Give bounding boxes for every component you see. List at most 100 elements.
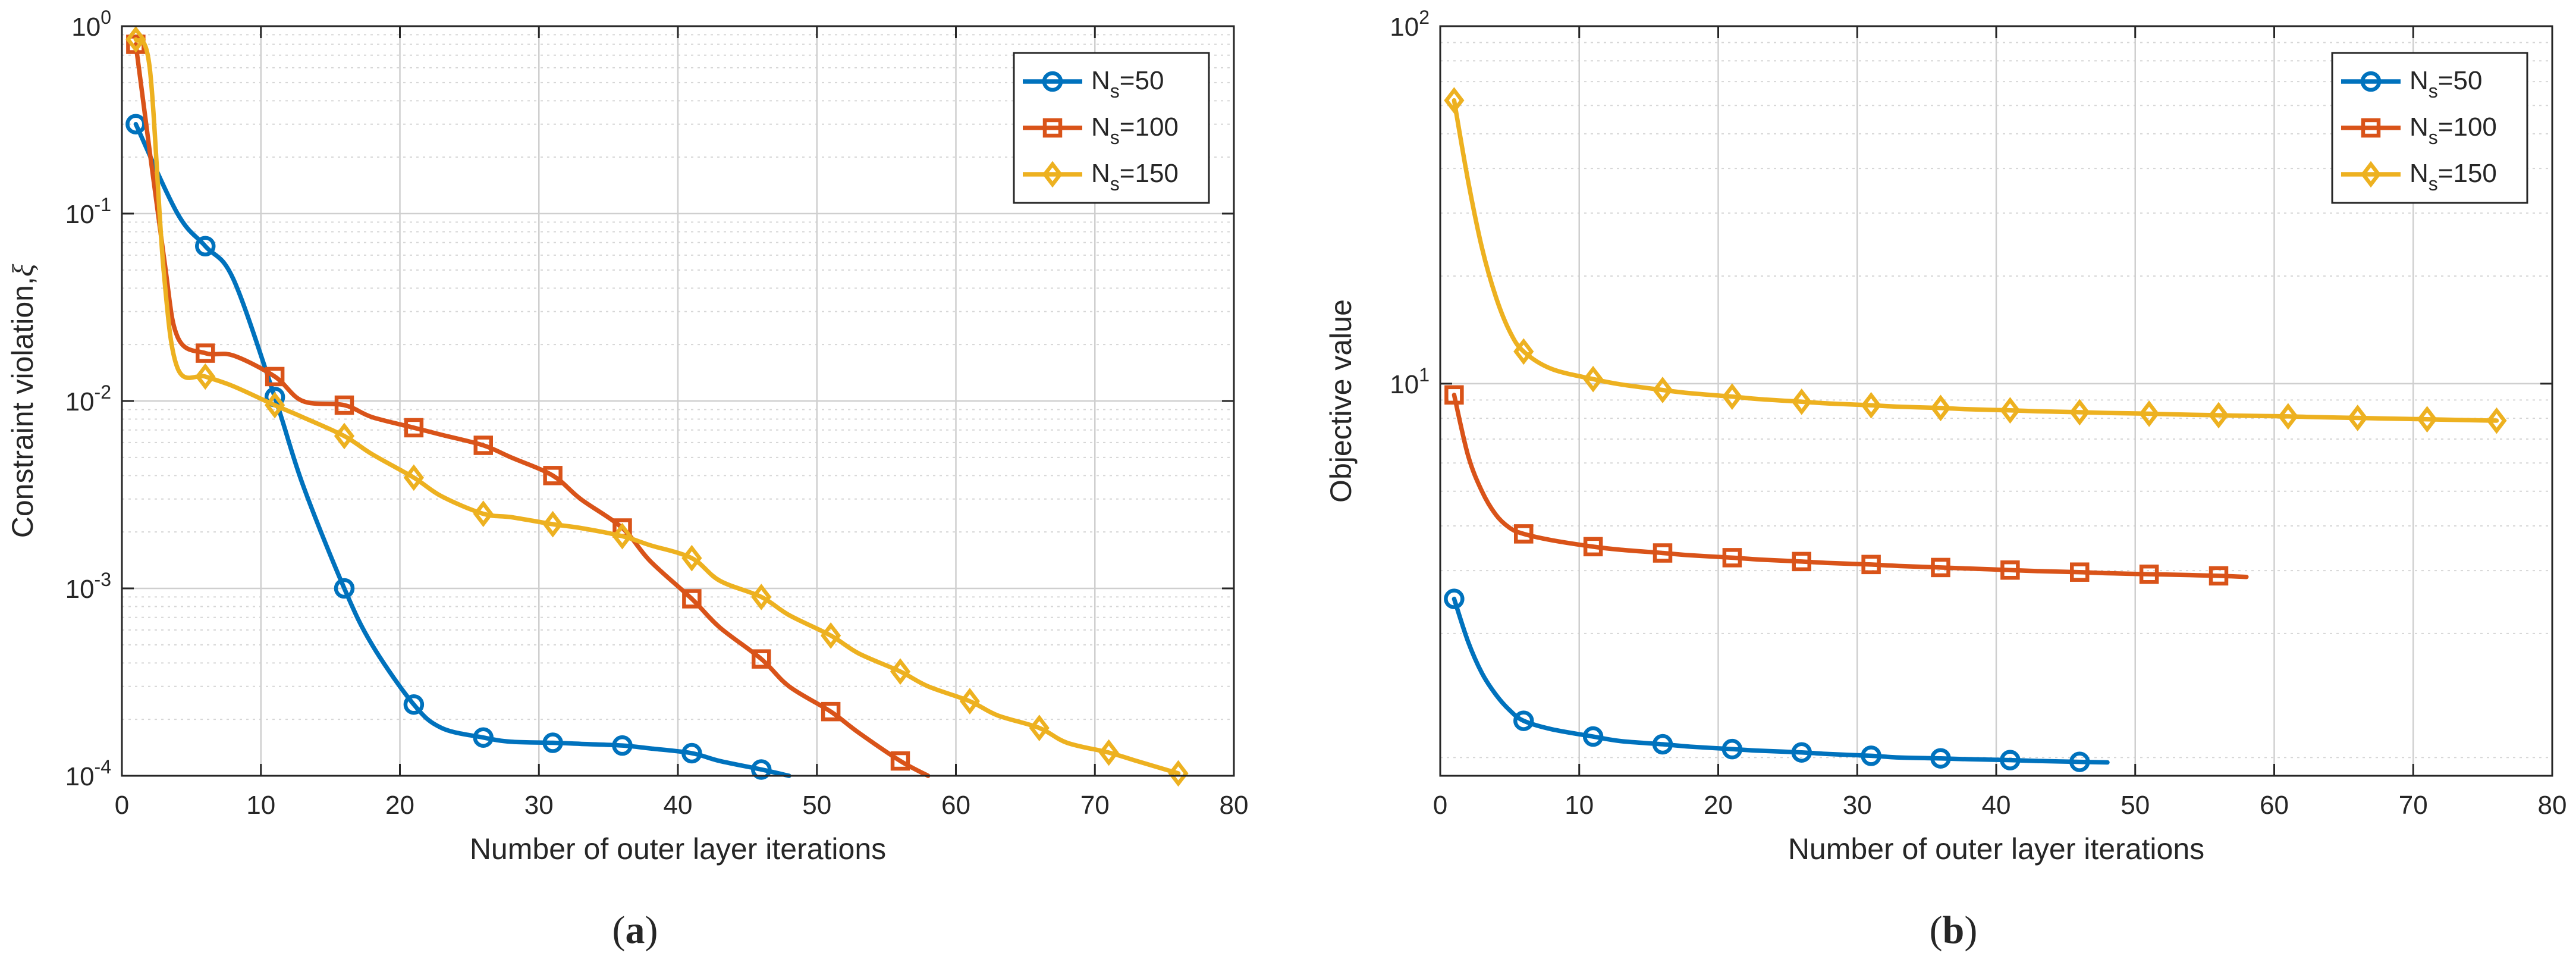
data-point — [1652, 377, 1673, 403]
x-tick-label: 80 — [2538, 791, 2567, 820]
chart-panel-a: 0 10 20 30 40 50 60 70 80 10-4 10-3 10-2 10-1 100 Numb… — [6, 7, 1248, 866]
data-point — [612, 522, 633, 550]
data-point — [1513, 338, 1534, 365]
data-point — [752, 649, 771, 669]
legend-marker — [1042, 118, 1063, 138]
data-point — [125, 26, 146, 53]
legend-marker — [1042, 71, 1063, 92]
x-tick-label: 10 — [246, 791, 275, 820]
data-point — [334, 395, 354, 415]
x-tick-label: 40 — [1982, 791, 2011, 820]
x-tick-label: 50 — [2121, 791, 2150, 820]
panel-caption: (b) — [1930, 908, 1978, 952]
data-point — [1722, 548, 1742, 568]
series-line — [133, 37, 1181, 776]
data-point — [265, 391, 285, 419]
data-point — [2000, 397, 2021, 424]
x-axis-label: Number of outer layer iterations — [1788, 832, 2204, 866]
x-tick-label: 70 — [2399, 791, 2428, 820]
series-ns-150 — [1444, 87, 2507, 434]
data-point — [543, 466, 563, 485]
x-tick-label: 0 — [115, 791, 129, 820]
data-point — [195, 236, 216, 257]
data-point — [1930, 748, 1951, 769]
data-point — [1583, 365, 1604, 393]
series-line — [133, 121, 791, 778]
data-point — [195, 363, 216, 390]
data-point — [1930, 394, 1951, 422]
data-point — [1652, 734, 1673, 755]
data-point — [682, 589, 702, 609]
data-point — [1792, 551, 1811, 572]
data-point — [1791, 388, 1812, 415]
x-axis-label: Number of outer layer iterations — [470, 832, 886, 866]
axes: 0 10 20 30 40 50 60 70 80 101 102 — [1390, 7, 2566, 820]
data-point — [2069, 751, 2090, 772]
axes: 0 10 20 30 40 50 60 70 80 10-4 10-3 10-2 10-1 100 — [65, 7, 1249, 820]
data-point — [959, 688, 980, 715]
data-point — [2139, 400, 2160, 427]
data-point — [1861, 745, 1881, 766]
legend-marker — [1042, 161, 1063, 188]
data-point — [542, 510, 563, 538]
series-line — [1452, 393, 2249, 579]
data-point — [1444, 385, 1464, 405]
legend-item: Ns=150 — [1023, 159, 1179, 195]
y-tick-label: 10-1 — [65, 194, 111, 229]
data-point — [681, 544, 702, 572]
x-tick-label: 50 — [802, 791, 831, 820]
legend-marker — [2360, 161, 2382, 188]
data-point — [2277, 403, 2298, 430]
data-point — [1513, 710, 1534, 731]
data-point — [1861, 391, 1881, 419]
data-point — [473, 500, 494, 527]
legend: Ns=50 Ns=100 Ns=150 — [2331, 52, 2528, 204]
data-point — [1098, 739, 1119, 766]
data-point — [890, 751, 910, 771]
data-point — [473, 727, 494, 748]
legend-item: Ns=100 — [2341, 112, 2497, 148]
data-point — [751, 584, 772, 610]
series-ns-50 — [1444, 588, 2110, 772]
data-point — [542, 732, 563, 753]
data-point — [473, 435, 493, 455]
data-point — [1444, 588, 1465, 609]
x-tick-label: 60 — [2260, 791, 2289, 820]
legend-label: Ns=50 — [1091, 66, 1164, 102]
x-tick-label: 30 — [1843, 791, 1872, 820]
series-line — [1452, 596, 2110, 765]
x-tick-label: 0 — [1433, 791, 1447, 820]
data-point — [404, 418, 424, 438]
panel-caption: (a) — [612, 908, 658, 952]
data-point — [751, 759, 772, 780]
legend-item: Ns=50 — [2341, 66, 2482, 102]
legend-label: Ns=100 — [2409, 112, 2497, 148]
data-point — [403, 464, 424, 491]
data-point — [1514, 524, 1534, 544]
series-ns-100 — [1444, 385, 2249, 586]
data-point — [2139, 564, 2159, 584]
legend-marker — [2360, 71, 2382, 92]
x-tick-label: 40 — [664, 791, 693, 820]
y-axis-label: Constraint violation,ξ — [6, 264, 39, 538]
legend-label: Ns=100 — [1091, 112, 1179, 148]
series-line — [1452, 98, 2499, 423]
y-tick-label: 10-2 — [65, 381, 111, 416]
data-point — [1721, 738, 1743, 760]
data-point — [1791, 742, 1812, 763]
data-point — [1931, 557, 1950, 578]
data-point — [1653, 543, 1673, 563]
legend-marker — [2361, 118, 2381, 138]
data-point — [1029, 715, 1050, 741]
legend-item: Ns=100 — [1023, 112, 1179, 148]
data-point — [681, 742, 702, 764]
data-point — [821, 701, 841, 722]
data-point — [334, 578, 355, 599]
data-point — [2000, 560, 2020, 580]
x-tick-label: 10 — [1565, 791, 1594, 820]
data-point — [1861, 554, 1881, 575]
y-tick-label: 100 — [71, 7, 111, 42]
series-ns-50 — [125, 114, 791, 780]
data-point — [1721, 383, 1742, 410]
